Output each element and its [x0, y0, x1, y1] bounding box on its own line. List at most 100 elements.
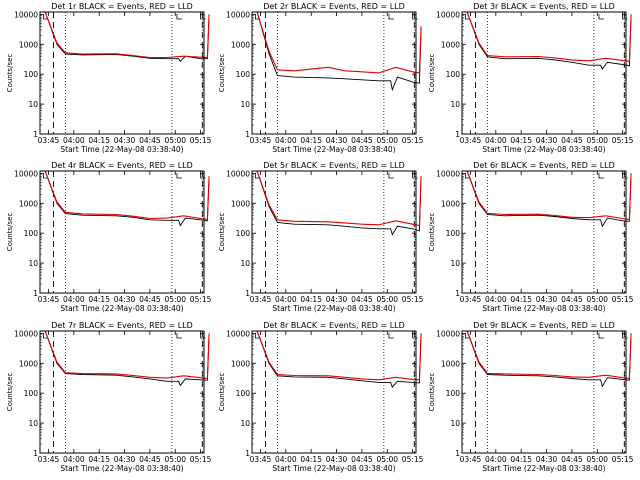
series-line-events	[44, 11, 210, 63]
y-axis-label: Counts/sec	[6, 213, 14, 252]
series-line-lld	[44, 11, 210, 59]
y-tick-label: 1	[455, 289, 460, 298]
x-tick-label: 04:00	[485, 455, 507, 464]
x-tick-label: 04:30	[114, 295, 136, 304]
x-tick-label: 05:15	[402, 295, 424, 304]
panel-det-5: Det 5r BLACK = Events, RED = LLD 1 10 100 10…	[218, 161, 424, 313]
x-tick-label: 03:45	[38, 455, 60, 464]
x-tick-label: 04:15	[510, 136, 532, 145]
x-tick-label: 04:45	[561, 455, 583, 464]
x-tick-label: 04:15	[510, 455, 532, 464]
series-line-events	[256, 330, 422, 388]
x-tick-label: 03:45	[38, 295, 60, 304]
x-tick-label: 05:00	[164, 136, 186, 145]
series-line-lld	[256, 330, 422, 381]
y-tick-label: 100	[236, 70, 251, 79]
plot-frame	[461, 170, 627, 294]
panel-det-8: Det 8r BLACK = Events, RED = LLD 1 10 100 10…	[218, 321, 424, 473]
y-tick-label: 10	[240, 259, 250, 268]
x-tick-label: 04:30	[326, 455, 348, 464]
segment-marker	[598, 333, 604, 339]
x-tick-label: 04:45	[139, 136, 161, 145]
x-tick-label: 05:00	[586, 295, 608, 304]
x-axis-label: Start Time (22-May-08 03:38:40)	[482, 145, 605, 154]
series-line-lld	[466, 330, 632, 380]
segment-marker	[598, 14, 604, 20]
panel-det-2: Det 2r BLACK = Events, RED = LLD 1 10 100 10…	[218, 2, 424, 154]
y-tick-label: 10	[28, 259, 38, 268]
x-tick-label: 03:45	[38, 136, 60, 145]
x-tick-label: 05:00	[164, 295, 186, 304]
x-tick-label: 05:00	[376, 295, 398, 304]
y-tick-label: 100	[24, 229, 39, 238]
y-tick-label: 1000	[19, 199, 38, 208]
x-tick-label: 04:45	[139, 455, 161, 464]
y-axis-label: Counts/sec	[218, 373, 226, 412]
x-tick-label: 04:30	[326, 295, 348, 304]
y-tick-label: 10000	[436, 329, 460, 338]
panel-title: Det 1r BLACK = Events, RED = LLD	[51, 2, 193, 11]
x-tick-label: 04:45	[351, 136, 373, 145]
y-axis-label: Counts/sec	[428, 213, 436, 252]
y-tick-label: 1	[33, 289, 38, 298]
series-line-lld	[44, 330, 210, 380]
y-tick-label: 100	[446, 229, 461, 238]
x-axis-label: Start Time (22-May-08 03:38:40)	[272, 304, 395, 313]
y-tick-label: 100	[446, 389, 461, 398]
segment-marker	[176, 14, 182, 20]
x-tick-label: 04:30	[114, 455, 136, 464]
x-axis-label: Start Time (22-May-08 03:38:40)	[482, 304, 605, 313]
x-axis-label: Start Time (22-May-08 03:38:40)	[272, 145, 395, 154]
plot-frame	[461, 330, 627, 454]
segment-marker	[388, 14, 394, 20]
x-axis-label: Start Time (22-May-08 03:38:40)	[272, 464, 395, 473]
y-axis-label: Counts/sec	[428, 54, 436, 93]
y-axis-label: Counts/sec	[218, 213, 226, 252]
y-tick-label: 1	[33, 130, 38, 139]
y-tick-label: 1000	[19, 40, 38, 49]
plot-frame	[39, 170, 205, 294]
x-tick-label: 05:15	[402, 136, 424, 145]
segment-marker	[42, 173, 49, 179]
x-tick-label: 04:00	[275, 455, 297, 464]
series-line-events	[466, 330, 632, 388]
series-line-lld	[466, 170, 632, 221]
y-tick-label: 10000	[226, 329, 250, 338]
plot-frame	[251, 11, 417, 135]
panel-title: Det 7r BLACK = Events, RED = LLD	[51, 321, 193, 330]
panel-det-1: Det 1r BLACK = Events, RED = LLD 1 10 100 10…	[6, 2, 212, 154]
segment-marker	[176, 333, 182, 339]
segment-marker	[464, 14, 471, 20]
x-tick-label: 04:45	[561, 136, 583, 145]
panel-title: Det 9r BLACK = Events, RED = LLD	[473, 321, 615, 330]
y-tick-label: 1000	[231, 199, 250, 208]
y-tick-label: 100	[236, 389, 251, 398]
y-tick-label: 10000	[14, 169, 38, 178]
panel-title: Det 6r BLACK = Events, RED = LLD	[473, 161, 615, 170]
x-tick-label: 05:00	[164, 455, 186, 464]
y-tick-label: 1	[33, 449, 38, 458]
x-tick-label: 05:15	[190, 295, 212, 304]
y-tick-label: 1000	[441, 359, 460, 368]
x-tick-label: 04:30	[326, 136, 348, 145]
y-tick-label: 1	[455, 130, 460, 139]
plot-frame	[251, 170, 417, 294]
x-tick-label: 03:45	[460, 295, 482, 304]
y-tick-label: 10000	[14, 10, 38, 19]
y-tick-label: 100	[236, 229, 251, 238]
x-tick-label: 04:15	[300, 295, 322, 304]
x-tick-label: 04:45	[139, 295, 161, 304]
x-tick-label: 04:00	[275, 295, 297, 304]
plot-frame	[39, 330, 205, 454]
y-tick-label: 10000	[226, 169, 250, 178]
y-tick-label: 10000	[14, 329, 38, 338]
segment-marker	[254, 173, 261, 179]
y-axis-label: Counts/sec	[6, 54, 14, 93]
segment-marker	[42, 14, 49, 20]
y-tick-label: 10	[28, 419, 38, 428]
segment-marker	[388, 173, 394, 179]
x-tick-label: 04:00	[485, 136, 507, 145]
x-tick-label: 05:15	[612, 455, 634, 464]
panel-title: Det 2r BLACK = Events, RED = LLD	[263, 2, 405, 11]
x-tick-label: 05:15	[612, 295, 634, 304]
